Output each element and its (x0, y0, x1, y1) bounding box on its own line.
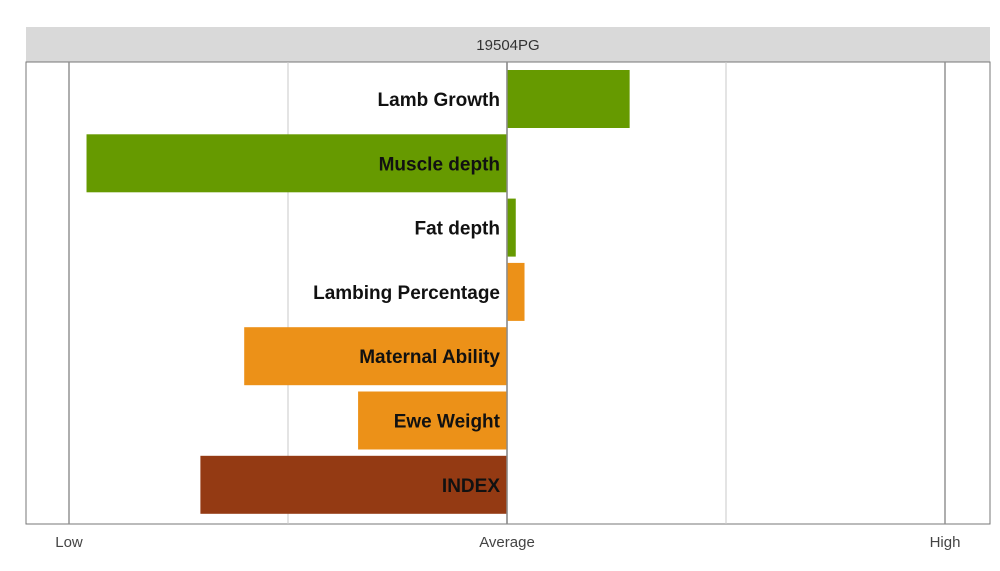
bar (507, 70, 630, 128)
bar-label: Ewe Weight (394, 412, 501, 433)
bar (507, 262, 525, 321)
bar (358, 391, 507, 450)
bar-label: Muscle depth (379, 154, 500, 175)
bar-label: Fat depth (415, 219, 501, 240)
bar (200, 455, 507, 514)
x-axis-ticks: Low Average High (55, 534, 960, 551)
bar-label: INDEX (442, 476, 500, 497)
bar (507, 198, 516, 257)
x-tick-label: High (930, 534, 961, 551)
bar-label: Maternal Ability (359, 347, 500, 368)
bar (86, 134, 508, 193)
bar-label: Lambing Percentage (313, 283, 500, 304)
chart-title: 19504PG (476, 37, 539, 54)
bar-label: Lamb Growth (378, 90, 500, 111)
title-strip (26, 27, 990, 62)
x-tick-label: Low (55, 534, 83, 551)
bars (86, 62, 630, 524)
x-tick-label: Average (479, 534, 535, 551)
bar (244, 327, 507, 386)
bar-labels: Lamb Growth Muscle depth Fat depth Lambing … (313, 90, 501, 497)
